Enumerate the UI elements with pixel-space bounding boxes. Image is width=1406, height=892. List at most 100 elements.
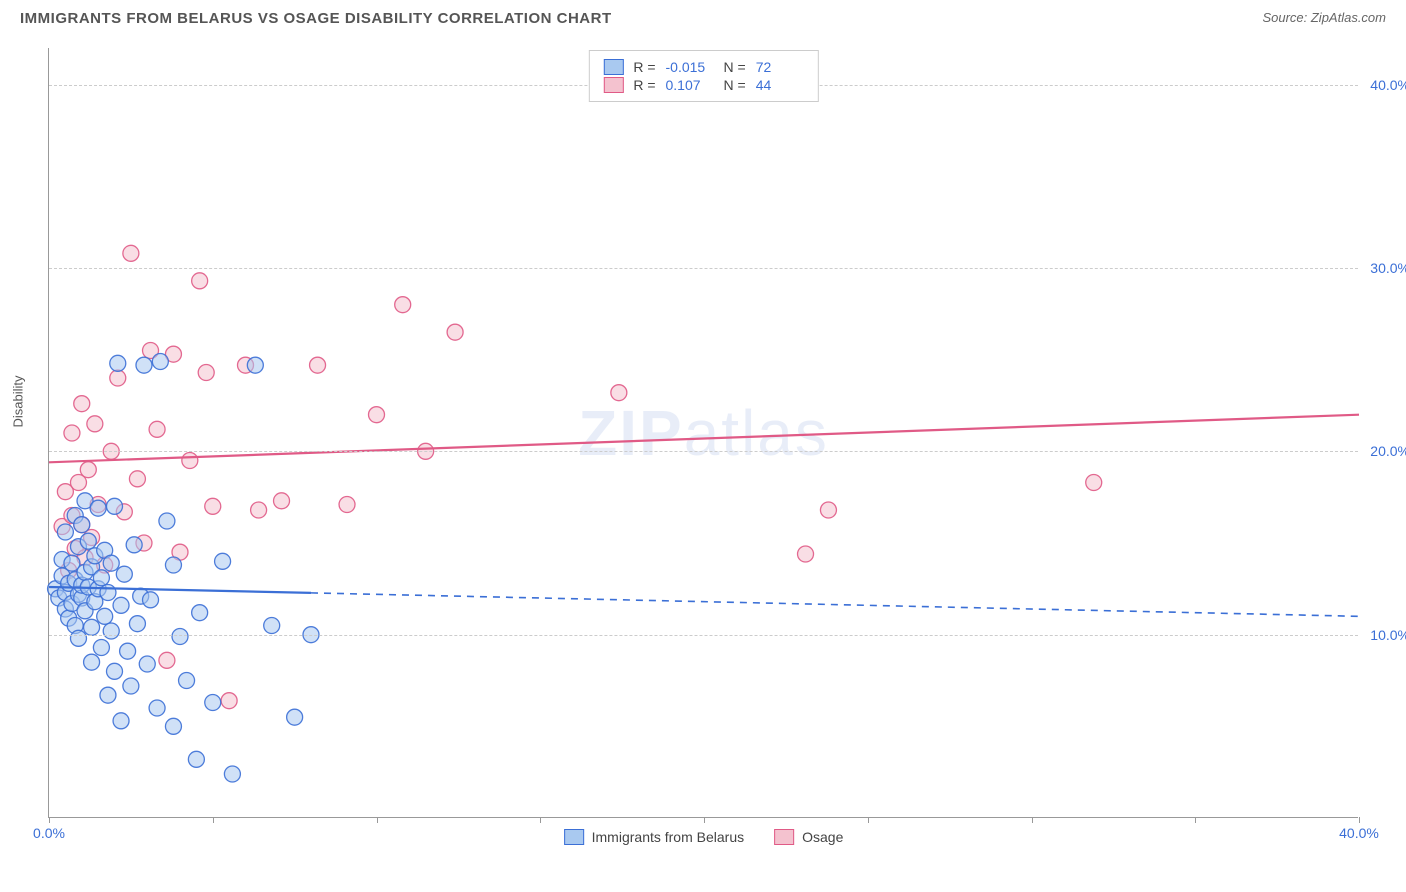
- data-point: [264, 618, 280, 634]
- data-point: [152, 354, 168, 370]
- data-point: [139, 656, 155, 672]
- data-point: [87, 416, 103, 432]
- data-point: [90, 500, 106, 516]
- y-tick-label: 30.0%: [1370, 260, 1406, 276]
- data-point: [611, 385, 627, 401]
- y-tick-label: 20.0%: [1370, 443, 1406, 459]
- data-point: [116, 566, 132, 582]
- data-point: [129, 616, 145, 632]
- data-point: [93, 570, 109, 586]
- data-point: [110, 355, 126, 371]
- data-point: [192, 605, 208, 621]
- swatch-osage: [603, 77, 623, 93]
- data-point: [198, 365, 214, 381]
- data-point: [103, 555, 119, 571]
- data-point: [80, 533, 96, 549]
- data-point: [120, 643, 136, 659]
- header: IMMIGRANTS FROM BELARUS VS OSAGE DISABIL…: [0, 0, 1406, 32]
- y-tick-label: 10.0%: [1370, 627, 1406, 643]
- source-attribution: Source: ZipAtlas.com: [1262, 10, 1386, 27]
- legend-row-belarus: R = -0.015 N = 72: [603, 59, 803, 75]
- data-point: [205, 498, 221, 514]
- y-axis-label: Disability: [11, 375, 26, 427]
- series-legend: Immigrants from Belarus Osage: [564, 829, 844, 845]
- data-point: [113, 713, 129, 729]
- data-point: [798, 546, 814, 562]
- data-point: [447, 324, 463, 340]
- data-point: [74, 517, 90, 533]
- gridline: [49, 635, 1358, 636]
- data-point: [820, 502, 836, 518]
- data-point: [310, 357, 326, 373]
- data-point: [149, 421, 165, 437]
- data-point: [57, 524, 73, 540]
- x-tick-mark: [704, 817, 705, 823]
- data-point: [165, 718, 181, 734]
- data-point: [149, 700, 165, 716]
- trend-line: [311, 593, 1359, 616]
- data-point: [182, 453, 198, 469]
- data-point: [247, 357, 263, 373]
- data-point: [110, 370, 126, 386]
- chart-title: IMMIGRANTS FROM BELARUS VS OSAGE DISABIL…: [20, 10, 612, 27]
- x-tick-mark: [540, 817, 541, 823]
- data-point: [84, 654, 100, 670]
- data-point: [179, 673, 195, 689]
- data-point: [395, 297, 411, 313]
- data-point: [129, 471, 145, 487]
- data-point: [64, 425, 80, 441]
- legend-item-osage: Osage: [774, 829, 843, 845]
- x-tick-mark: [1195, 817, 1196, 823]
- x-tick-label: 40.0%: [1339, 825, 1379, 841]
- y-tick-label: 40.0%: [1370, 77, 1406, 93]
- data-point: [107, 663, 123, 679]
- data-point: [192, 273, 208, 289]
- legend-item-belarus: Immigrants from Belarus: [564, 829, 744, 845]
- data-point: [274, 493, 290, 509]
- data-point: [143, 592, 159, 608]
- x-tick-mark: [1032, 817, 1033, 823]
- data-point: [159, 652, 175, 668]
- data-point: [1086, 475, 1102, 491]
- data-point: [123, 245, 139, 261]
- gridline: [49, 451, 1358, 452]
- data-point: [188, 751, 204, 767]
- x-tick-mark: [868, 817, 869, 823]
- data-point: [113, 597, 129, 613]
- data-point: [221, 693, 237, 709]
- data-point: [339, 497, 355, 513]
- data-point: [123, 678, 139, 694]
- swatch-belarus: [603, 59, 623, 75]
- data-point: [84, 619, 100, 635]
- data-point: [100, 585, 116, 601]
- gridline: [49, 268, 1358, 269]
- swatch-belarus: [564, 829, 584, 845]
- correlation-legend: R = -0.015 N = 72 R = 0.107 N = 44: [588, 50, 818, 102]
- data-point: [80, 462, 96, 478]
- data-point: [100, 687, 116, 703]
- plot-svg: [49, 48, 1358, 817]
- data-point: [165, 557, 181, 573]
- data-point: [251, 502, 267, 518]
- data-point: [93, 640, 109, 656]
- data-point: [74, 396, 90, 412]
- x-tick-mark: [49, 817, 50, 823]
- data-point: [159, 513, 175, 529]
- data-point: [224, 766, 240, 782]
- chart-plot-area: R = -0.015 N = 72 R = 0.107 N = 44 ZIPat…: [48, 48, 1358, 818]
- data-point: [205, 695, 221, 711]
- data-point: [107, 498, 123, 514]
- legend-row-osage: R = 0.107 N = 44: [603, 77, 803, 93]
- data-point: [126, 537, 142, 553]
- x-tick-mark: [1359, 817, 1360, 823]
- data-point: [70, 630, 86, 646]
- swatch-osage: [774, 829, 794, 845]
- data-point: [287, 709, 303, 725]
- data-point: [103, 623, 119, 639]
- data-point: [172, 629, 188, 645]
- data-point: [136, 357, 152, 373]
- x-tick-mark: [213, 817, 214, 823]
- x-tick-label: 0.0%: [33, 825, 65, 841]
- x-tick-mark: [377, 817, 378, 823]
- data-point: [97, 608, 113, 624]
